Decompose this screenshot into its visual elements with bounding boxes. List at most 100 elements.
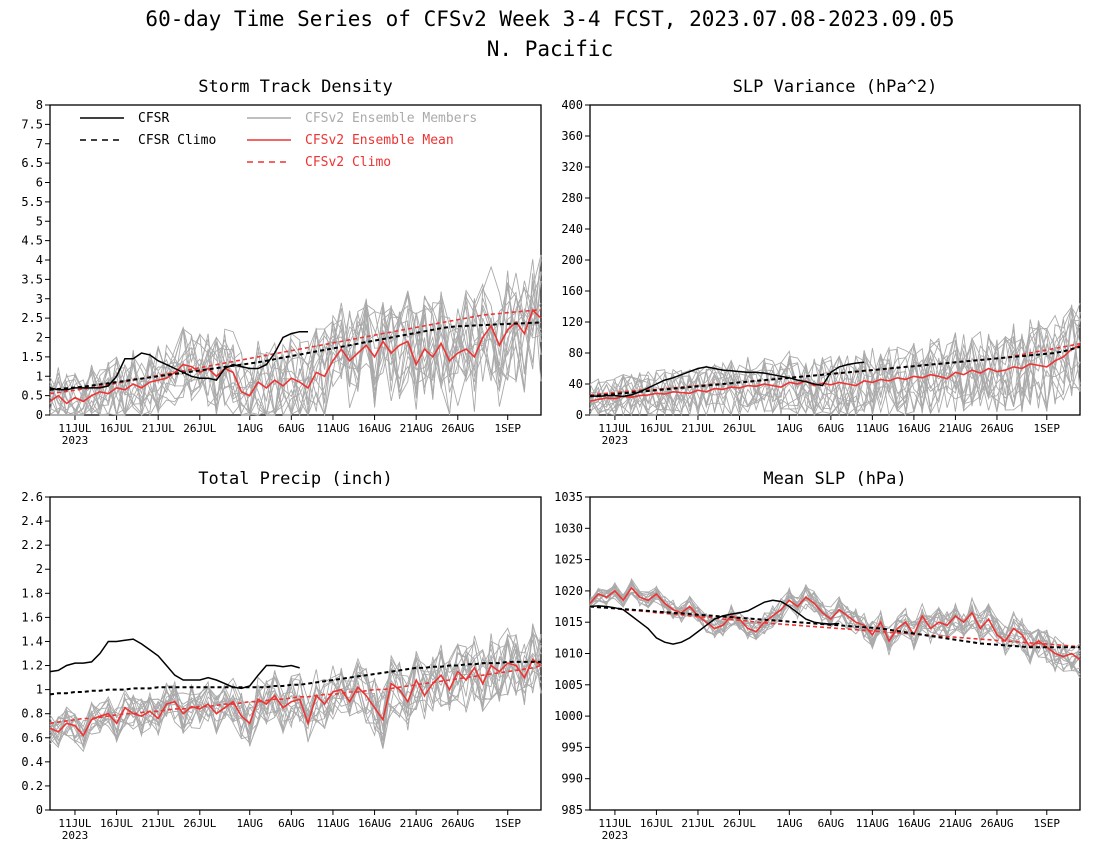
y-tick-label: 0.4	[21, 755, 43, 769]
ensemble-members	[49, 254, 542, 417]
ensemble-member-line	[589, 580, 1081, 659]
x-tick-label: 1AUG	[236, 817, 263, 830]
plot-frame	[589, 104, 1081, 416]
ensemble-member-line	[49, 259, 542, 417]
y-tick-label: 1020	[554, 584, 583, 598]
x-tick-label: 6AUG	[278, 817, 305, 830]
x-tick-label: 11AUG	[316, 817, 349, 830]
ensemble-member-line	[589, 309, 1081, 417]
x-year-label: 2023	[602, 434, 629, 447]
ensemble-member-line	[589, 319, 1081, 417]
y-tick-label: 0.5	[21, 389, 43, 403]
y-tick-label: 1015	[554, 615, 583, 629]
x-tick-label: 11JUL	[598, 422, 631, 435]
x-tick-label: 26JUL	[183, 817, 216, 830]
x-tick-label: 1AUG	[236, 422, 263, 435]
main-subtitle: N. Pacific	[486, 37, 614, 61]
chart-panel-1: Storm Track Density 0 0.5 1 1.5 2 2.5 3 3.5 4 4.5 5…	[21, 77, 542, 447]
legend: CFSR CFSR Climo CFSv2 Ensemble Members CFSv…	[80, 111, 477, 170]
x-tick-label: 21AUG	[939, 422, 972, 435]
y-tick-label: 4.5	[21, 234, 43, 248]
cfsr-line	[49, 638, 300, 690]
y-tick-label: 1	[36, 683, 43, 697]
cfsr-climo-line	[589, 345, 1081, 398]
y-tick-label: 2.4	[21, 514, 43, 528]
x-tick-label: 16AUG	[358, 817, 391, 830]
x-tick-label: 21AUG	[400, 422, 433, 435]
x-tick-label: 21JUL	[681, 422, 714, 435]
x-tick-label: 1SEP	[494, 817, 521, 830]
y-tick-label: 4	[36, 253, 43, 267]
y-tick-label: 7	[36, 137, 43, 151]
cfsr-climo-line	[49, 321, 542, 391]
legend-label: CFSv2 Ensemble Mean	[305, 133, 454, 148]
ensemble-members	[49, 623, 542, 753]
y-tick-label: 995	[561, 740, 583, 754]
x-tick-label: 26AUG	[441, 422, 474, 435]
x-tick-label: 26AUG	[980, 422, 1013, 435]
x-tick-label: 11AUG	[856, 422, 889, 435]
y-tick-label: 5	[36, 214, 43, 228]
y-tick-label: 1025	[554, 553, 583, 567]
cfsr-line	[49, 330, 308, 391]
y-tick-label: 320	[561, 160, 583, 174]
ensemble-member-line	[589, 314, 1081, 417]
panel-title: Storm Track Density	[198, 77, 392, 97]
y-tick-label: 6	[36, 176, 43, 190]
y-tick-label: 6.5	[21, 156, 43, 170]
y-tick-label: 2.5	[21, 311, 43, 325]
ensemble-members	[589, 303, 1081, 417]
y-tick-label: 1010	[554, 647, 583, 661]
chart-panel-2: SLP Variance (hPa^2) 0 40 80 120 160 200 240 280…	[561, 77, 1081, 447]
x-tick-label: 21AUG	[939, 817, 972, 830]
y-tick-label: 120	[561, 315, 583, 329]
x-tick-label: 16JUL	[640, 817, 673, 830]
panel-title: SLP Variance (hPa^2)	[733, 77, 938, 97]
ensemble-mean-line	[589, 586, 1081, 661]
panel-title: Mean SLP (hPa)	[763, 469, 906, 489]
ensemble-member-line	[49, 271, 542, 417]
ensemble-mean-line	[49, 308, 542, 405]
y-tick-label: 990	[561, 772, 583, 786]
x-tick-label: 16JUL	[100, 817, 133, 830]
x-tick-label: 6AUG	[278, 422, 305, 435]
y-tick-label: 2	[36, 331, 43, 345]
x-tick-label: 21JUL	[142, 422, 175, 435]
y-tick-label: 5.5	[21, 195, 43, 209]
y-tick-label: 985	[561, 803, 583, 817]
x-tick-label: 26AUG	[980, 817, 1013, 830]
x-tick-label: 1SEP	[1034, 422, 1061, 435]
y-tick-label: 360	[561, 129, 583, 143]
cfsr-climo-line	[49, 660, 541, 696]
ensemble-member-line	[589, 318, 1081, 417]
y-tick-label: 3.5	[21, 272, 43, 286]
y-tick-label: 8	[36, 98, 43, 112]
y-tick-label: 2.6	[21, 490, 43, 504]
y-tick-label: 0.6	[21, 731, 43, 745]
x-tick-label: 11AUG	[316, 422, 349, 435]
y-tick-label: 1000	[554, 709, 583, 723]
x-year-label: 2023	[602, 829, 629, 842]
y-tick-label: 7.5	[21, 117, 43, 131]
panel-title: Total Precip (inch)	[198, 469, 392, 489]
x-tick-label: 26JUL	[183, 422, 216, 435]
ensemble-member-line	[49, 273, 542, 416]
y-tick-label: 240	[561, 222, 583, 236]
x-year-label: 2023	[62, 434, 89, 447]
ensemble-member-line	[589, 306, 1081, 417]
ensemble-member-line	[49, 635, 542, 740]
cfsr-line	[589, 361, 865, 398]
x-tick-label: 11JUL	[58, 817, 91, 830]
cfsv2-climo-line	[589, 605, 1081, 648]
x-tick-label: 26JUL	[723, 422, 756, 435]
y-tick-label: 2	[36, 562, 43, 576]
x-tick-label: 11JUL	[598, 817, 631, 830]
ensemble-member-line	[49, 280, 542, 417]
ensemble-member-line	[49, 633, 542, 749]
y-tick-label: 1030	[554, 521, 583, 535]
y-tick-label: 0	[576, 408, 583, 422]
x-tick-label: 1AUG	[776, 422, 803, 435]
ensemble-member-line	[49, 640, 542, 749]
y-tick-label: 40	[569, 377, 583, 391]
